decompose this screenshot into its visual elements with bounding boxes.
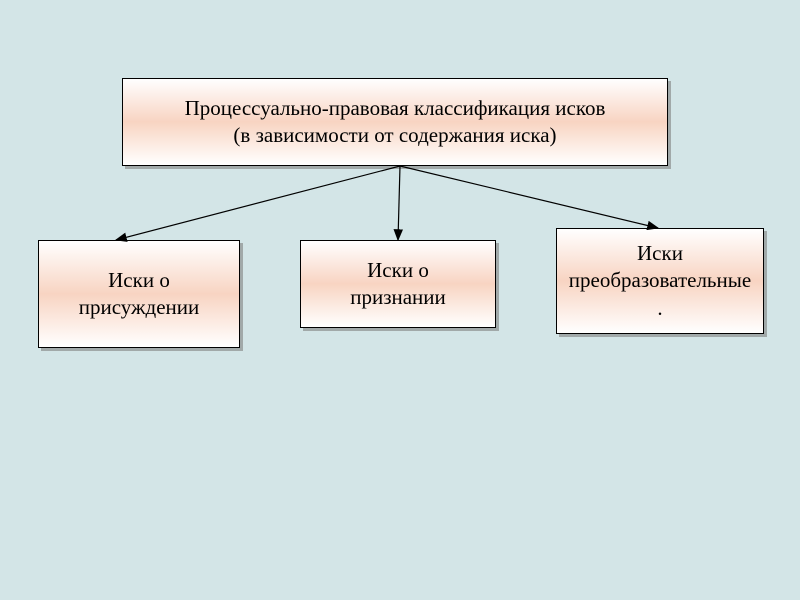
child-0-text: Иски о присуждении [79, 267, 199, 322]
root-line2: (в зависимости от содержания иска) [233, 123, 556, 147]
root-line1: Процессуально-правовая классификация иск… [185, 96, 606, 120]
child-1-text: Иски о признании [350, 257, 446, 312]
root-node-text: Процессуально-правовая классификация иск… [185, 95, 606, 150]
child-2-line2: преобразовательные [569, 268, 751, 292]
child-node-2: Иски преобразовательные . [556, 228, 764, 334]
child-1-line2: признании [350, 285, 446, 309]
child-0-line1: Иски о [108, 268, 170, 292]
child-0-line2: присуждении [79, 295, 199, 319]
child-2-text: Иски преобразовательные . [569, 240, 751, 322]
child-2-line1: Иски [637, 241, 683, 265]
child-2-line3: . [657, 296, 662, 320]
child-1-line1: Иски о [367, 258, 429, 282]
root-node: Процессуально-правовая классификация иск… [122, 78, 668, 166]
child-node-0: Иски о присуждении [38, 240, 240, 348]
child-node-1: Иски о признании [300, 240, 496, 328]
